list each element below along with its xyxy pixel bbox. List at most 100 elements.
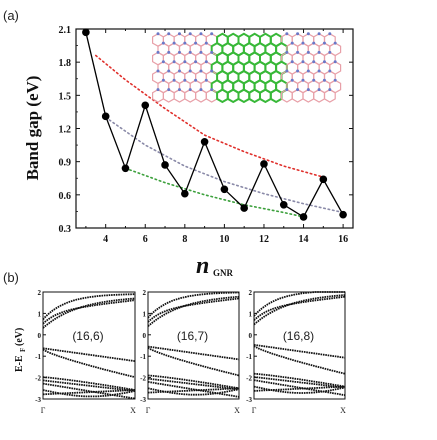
lattice-atom — [204, 78, 208, 82]
trend-line-1 — [95, 54, 325, 178]
band-curve — [147, 295, 240, 327]
lattice-atom — [333, 78, 337, 82]
lattice-atom — [285, 32, 289, 36]
lattice-atom — [290, 60, 294, 64]
lattice-atom — [194, 41, 198, 45]
band-gap-point — [141, 101, 150, 110]
x-axis-ticks: 4 6 8 10 12 14 16 — [85, 29, 348, 245]
y-tick-label: 0.3 — [59, 224, 72, 235]
x-tick-label: 6 — [143, 234, 148, 245]
band-y-tick-label: -3 — [35, 396, 41, 404]
lattice-atom — [210, 88, 214, 92]
band-y-tick-label: 1 — [249, 310, 253, 318]
lattice-atom — [306, 69, 310, 73]
lattice-atom — [285, 88, 289, 92]
lattice-atom — [312, 60, 316, 64]
lattice-atom — [328, 50, 332, 54]
lattice-atom — [156, 50, 160, 54]
band-curve — [42, 297, 136, 329]
band-curve — [253, 294, 346, 326]
lattice-atom — [322, 78, 326, 82]
band-y-tick-label: 2 — [38, 289, 42, 297]
band-gap-point — [82, 28, 90, 37]
panel-b-label: (b) — [3, 270, 19, 285]
lattice-atom — [199, 50, 203, 54]
lattice-atom — [183, 60, 187, 64]
lattice-atom — [188, 32, 192, 36]
lattice-atom — [188, 50, 192, 54]
band-x-tick-x: X — [234, 406, 240, 415]
x-tick-label: 10 — [219, 234, 229, 245]
y-tick-label: 1.2 — [59, 125, 72, 136]
lattice-hexagon — [195, 88, 207, 103]
band-y-tick-label: 1 — [143, 310, 147, 318]
panel-b-y-axis-title: E-E F (eV) — [14, 328, 27, 372]
band-gap-series — [82, 28, 347, 221]
y-tick-label: 0.9 — [59, 158, 72, 169]
band-y-tick-label: -2 — [246, 375, 252, 383]
band-panel-label: (16,7) — [177, 329, 208, 343]
lattice-atom — [188, 88, 192, 92]
band-gap-point — [181, 189, 189, 198]
lattice-atom — [161, 60, 165, 64]
band-y-tick-label: -3 — [246, 396, 252, 404]
lattice-atom — [204, 41, 208, 45]
band-curve — [42, 348, 136, 379]
lattice-atom — [290, 41, 294, 45]
ribbon-structure-inset — [152, 32, 342, 104]
band-curve — [42, 299, 136, 325]
lattice-atom — [167, 32, 171, 36]
band-y-tick-label: -2 — [140, 375, 146, 383]
y-tick-label: 1.5 — [59, 91, 72, 102]
band-curve — [42, 379, 136, 392]
band-curve — [147, 374, 240, 390]
svg-text:F: F — [19, 348, 27, 352]
svg-text:n: n — [196, 253, 209, 279]
lattice-atom — [322, 41, 326, 45]
band-label-bg — [166, 327, 218, 343]
lattice-atom — [172, 60, 176, 64]
lattice-atom — [312, 41, 316, 45]
lattice-atom — [306, 88, 310, 92]
band-curve — [147, 377, 240, 391]
band-curve — [253, 345, 346, 375]
lattice-hexagon — [291, 88, 304, 103]
lattice-atom — [328, 32, 332, 36]
band-curve — [147, 345, 240, 361]
band-curve — [42, 389, 136, 396]
band-panel-frame — [147, 291, 240, 400]
band-curve — [147, 297, 240, 323]
lattice-atom — [161, 41, 165, 45]
lattice-atom — [183, 41, 187, 45]
lattice-hexagon — [216, 88, 229, 104]
lattice-hexagon — [259, 88, 272, 104]
lattice-atom — [156, 69, 160, 73]
lattice-hexagon — [280, 88, 293, 103]
lattice-atom — [172, 41, 176, 45]
lattice-hexagon — [323, 88, 336, 103]
band-label-bg — [61, 327, 113, 343]
x-tick-label: 4 — [103, 234, 108, 245]
band-curve — [253, 295, 346, 321]
band-x-tick-x: X — [340, 406, 346, 415]
lattice-atom — [285, 50, 289, 54]
band-label-bg — [272, 327, 324, 343]
lattice-atom — [322, 60, 326, 64]
band-y-tick-label: -1 — [246, 353, 252, 361]
band-gap-point — [240, 204, 248, 212]
band-panel-label: (16,8) — [283, 329, 314, 343]
lattice-atom — [296, 50, 300, 54]
lattice-atom — [210, 50, 214, 54]
band-curve — [147, 346, 240, 377]
x-tick-label: 16 — [338, 234, 348, 245]
band-gap-point — [220, 185, 229, 194]
lattice-atom — [156, 88, 160, 92]
lattice-atom — [296, 69, 300, 73]
lattice-hexagon — [184, 88, 197, 103]
band-y-tick-label: 0 — [143, 332, 147, 340]
band-panel-frame — [42, 291, 136, 400]
panel-a-label: (a) — [3, 8, 19, 23]
y-tick-label: 2.1 — [59, 25, 72, 36]
lattice-atom — [204, 60, 208, 64]
band-y-tick-label: 0 — [249, 332, 253, 340]
